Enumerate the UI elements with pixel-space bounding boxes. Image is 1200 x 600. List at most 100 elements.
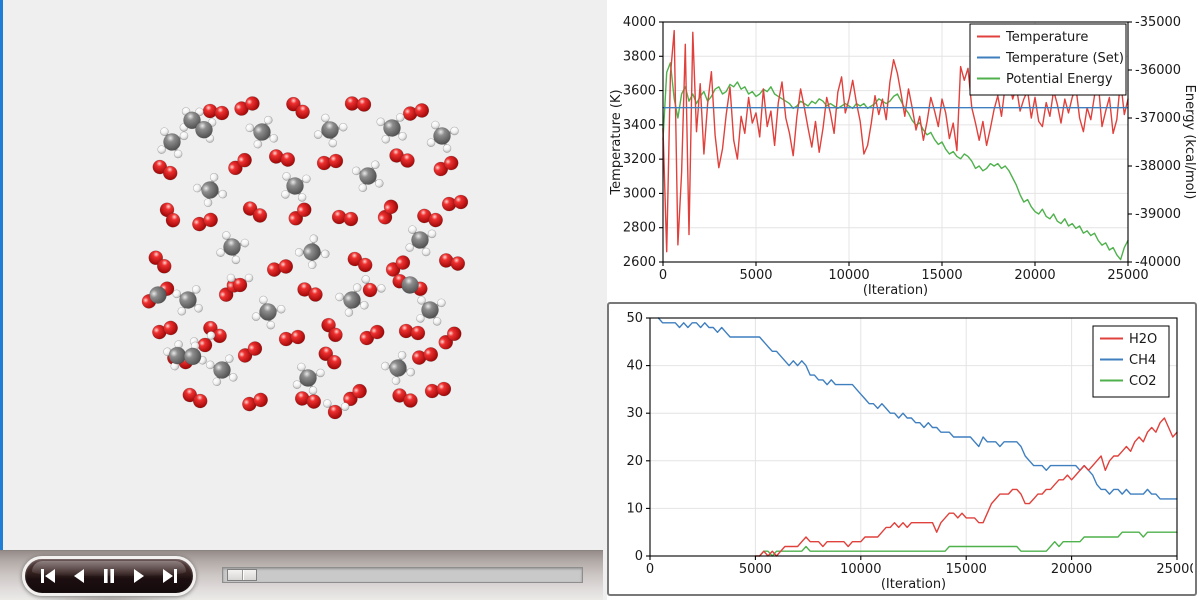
svg-text:0: 0 — [659, 268, 667, 283]
molecule-o2 — [242, 201, 268, 223]
skip-start-icon — [41, 569, 56, 583]
svg-text:3800: 3800 — [623, 49, 656, 64]
svg-text:Temperature (Set): Temperature (Set) — [1005, 51, 1124, 66]
svg-text:40: 40 — [626, 359, 643, 374]
molecule-ch4 — [172, 285, 203, 316]
svg-text:20000: 20000 — [1051, 562, 1092, 577]
svg-text:-36000: -36000 — [1135, 63, 1181, 78]
molecule-ch4 — [281, 172, 311, 202]
molecule-o2 — [424, 381, 452, 399]
molecule-o2 — [286, 96, 310, 120]
molecule-o2 — [237, 341, 263, 363]
simulation-viewport-pane — [0, 0, 607, 600]
pause-icon — [103, 569, 114, 583]
charts-pane: 0 5000 10000 15000 20000 25000 2600 2800 3000 320… — [607, 0, 1200, 600]
molecule-ch4 — [352, 160, 384, 192]
svg-text:CO2: CO2 — [1129, 374, 1157, 389]
svg-text:10000: 10000 — [840, 562, 881, 577]
molecule-ch4 — [193, 172, 228, 207]
molecule-o2 — [202, 103, 230, 121]
svg-text:5000: 5000 — [739, 562, 772, 577]
svg-text:20: 20 — [626, 454, 643, 469]
molecule-o2 — [152, 320, 178, 340]
svg-text:30: 30 — [626, 406, 643, 421]
playback-controls — [22, 556, 196, 596]
svg-text:(Iteration): (Iteration) — [863, 283, 928, 298]
molecule-co2 — [141, 281, 175, 309]
temperature-energy-chart: 0 5000 10000 15000 20000 25000 2600 2800 3000 320… — [609, 15, 1197, 298]
molecule-ch4 — [206, 354, 238, 386]
molecule-h2o — [361, 275, 386, 298]
play-button[interactable] — [127, 565, 151, 587]
molecule-o2 — [288, 202, 312, 226]
molecule-viewport[interactable] — [0, 0, 607, 550]
molecule-o2 — [389, 148, 415, 168]
step-back-button[interactable] — [67, 565, 91, 587]
molecule-ch4 — [416, 296, 446, 326]
svg-text:4000: 4000 — [623, 15, 656, 30]
molecule-o2 — [294, 391, 322, 409]
svg-text:(Iteration): (Iteration) — [881, 577, 946, 592]
molecule-ch4 — [216, 231, 250, 265]
molecule-o2 — [433, 155, 459, 177]
molecule-o2 — [402, 103, 430, 121]
skip-end-icon — [162, 569, 177, 583]
svg-text:Energy (kcal/mol): Energy (kcal/mol) — [1182, 85, 1197, 200]
molecule-o2 — [159, 202, 181, 228]
molecule-ch4 — [251, 295, 286, 330]
pause-button[interactable] — [97, 565, 121, 587]
molecule-ch4 — [245, 115, 279, 149]
molecule-o2 — [377, 199, 399, 225]
svg-text:Potential Energy: Potential Energy — [1006, 72, 1113, 87]
molecule-o2 — [344, 96, 372, 112]
molecule-o2 — [343, 383, 367, 407]
svg-text:-39000: -39000 — [1135, 207, 1181, 222]
molecule-ch4 — [294, 234, 330, 270]
molecule-o2 — [152, 159, 178, 181]
molecule-o2 — [228, 152, 252, 176]
svg-text:25000: 25000 — [1156, 562, 1193, 577]
svg-text:2800: 2800 — [623, 221, 656, 236]
svg-text:0: 0 — [646, 562, 654, 577]
molecule-o2 — [268, 149, 296, 167]
molecule-o2 — [347, 251, 373, 273]
molecule-o2 — [411, 347, 439, 365]
molecule-o2 — [359, 324, 385, 346]
skip-to-end-button[interactable] — [158, 565, 182, 587]
molecule-o2 — [417, 208, 443, 228]
molecule-ch4 — [292, 362, 325, 395]
svg-text:-37000: -37000 — [1135, 111, 1181, 126]
svg-text:10000: 10000 — [828, 268, 869, 283]
molecule-o2 — [182, 387, 208, 409]
molecule-h2o — [323, 399, 350, 420]
molecule-o2 — [441, 194, 469, 212]
molecule-c2h6 — [163, 340, 207, 371]
svg-text:5000: 5000 — [739, 268, 772, 283]
step-back-icon — [73, 569, 84, 583]
molecule-o2 — [398, 323, 426, 341]
molecule-ch4 — [376, 113, 407, 144]
svg-text:3400: 3400 — [623, 118, 656, 133]
molecule-o2 — [242, 392, 268, 412]
species-chart-panel: 0 5000 10000 15000 20000 25000 0 10 20 30 40 50 (Ite… — [607, 302, 1197, 596]
molecule-co2 — [392, 273, 428, 297]
molecule-o2 — [278, 329, 306, 347]
svg-text:3000: 3000 — [623, 186, 656, 201]
svg-text:Temperature: Temperature — [1005, 30, 1088, 45]
svg-text:20000: 20000 — [1014, 268, 1055, 283]
svg-text:-40000: -40000 — [1135, 255, 1181, 270]
svg-text:2600: 2600 — [623, 255, 656, 270]
frame-slider[interactable] — [222, 567, 583, 583]
molecule-ch4 — [313, 113, 348, 148]
molecule-o2 — [234, 96, 260, 116]
molecule-ch4 — [335, 283, 369, 317]
playback-toolbar — [0, 550, 603, 600]
molecule-o2 — [203, 320, 227, 344]
species-count-chart: 0 5000 10000 15000 20000 25000 0 10 20 30 40 50 (Ite… — [609, 311, 1193, 592]
molecule-o2 — [438, 253, 466, 271]
svg-text:25000: 25000 — [1107, 268, 1148, 283]
svg-text:50: 50 — [626, 311, 643, 326]
frame-slider-thumb[interactable] — [227, 569, 258, 581]
skip-to-start-button[interactable] — [36, 565, 60, 587]
